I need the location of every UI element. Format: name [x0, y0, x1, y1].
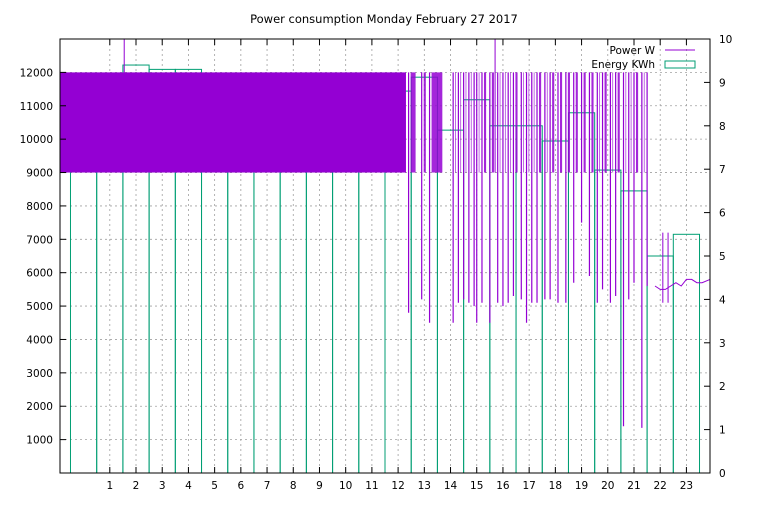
power-dense-segment [583, 72, 586, 173]
power-dense-segment [552, 72, 555, 173]
power-dense-segment [483, 72, 487, 173]
y2-tick-label: 6 [719, 208, 726, 220]
power-dense-segment [478, 72, 480, 173]
legend-label-energy: Energy KWh [591, 59, 655, 71]
x-tick-label: 13 [418, 480, 431, 492]
power-dense-segment [635, 72, 639, 173]
power-solid-band [60, 72, 406, 173]
y2-tick-label: 7 [719, 164, 726, 176]
energy-bar [436, 129, 465, 474]
power-dense-segment [423, 72, 426, 173]
x-tick-label: 9 [316, 480, 323, 492]
y2-tick-label: 0 [719, 468, 726, 480]
x-tick-label: 8 [290, 480, 297, 492]
x-tick-label: 19 [575, 480, 588, 492]
power-dense-segment [510, 72, 511, 173]
legend-label-power: Power W [610, 45, 656, 57]
y-tick-label: 9000 [26, 168, 53, 180]
y-tick-label: 6000 [26, 268, 53, 280]
power-dense-segment [625, 72, 627, 173]
y-tick-label: 11000 [20, 101, 53, 113]
x-tick-label: 5 [211, 480, 218, 492]
power-dense-segment [546, 72, 548, 173]
x-tick-label: 16 [496, 480, 510, 492]
axes: 1 2 3 4 5 6 7 8 9 10 11 12 13 14 15 16 17 18 19 20 21 22 23100… [20, 34, 733, 492]
y-tick-label: 3000 [26, 368, 53, 380]
power-dense-segment [617, 72, 620, 173]
x-tick-label: 12 [391, 480, 404, 492]
power-dense-segment [465, 72, 467, 173]
x-tick-label: 22 [654, 480, 667, 492]
y2-tick-label: 8 [719, 121, 726, 133]
y2-tick-label: 1 [719, 425, 726, 437]
x-tick-label: 23 [680, 480, 693, 492]
power-dense-segment [499, 72, 501, 173]
y2-tick-label: 2 [719, 381, 726, 393]
power-dense-segment [528, 72, 530, 173]
power-dense-segment [410, 72, 416, 173]
power-tail-line [654, 278, 711, 290]
power-dense-segment [431, 72, 443, 173]
power-dense-segment [533, 72, 535, 173]
y-tick-label: 7000 [26, 234, 53, 246]
x-tick-label: 2 [133, 480, 140, 492]
x-tick-label: 4 [185, 480, 192, 492]
x-tick-label: 17 [522, 480, 535, 492]
y-tick-label: 2000 [26, 401, 53, 413]
x-tick-label: 3 [159, 480, 166, 492]
power-dense-segment [630, 72, 632, 173]
legend: Power W Energy KWh [591, 45, 696, 71]
power-dense-segment [575, 72, 578, 173]
x-tick-label: 10 [339, 480, 352, 492]
power-dense-segment [567, 72, 570, 173]
power-dense-segment [470, 72, 472, 173]
y-tick-label: 1000 [26, 435, 53, 447]
x-tick-label: 7 [264, 480, 271, 492]
y2-tick-label: 5 [719, 251, 726, 263]
x-tick-label: 11 [365, 480, 378, 492]
power-dense-segment [539, 72, 542, 173]
y2-tick-label: 10 [719, 34, 732, 46]
x-tick-label: 14 [444, 480, 458, 492]
power-dense-segment [643, 72, 645, 173]
y-tick-label: 12000 [20, 67, 53, 79]
y2-tick-label: 3 [719, 338, 726, 350]
power-dense-segment [604, 72, 607, 173]
power-dense-segment [591, 72, 594, 173]
power-dense-segment [491, 72, 494, 173]
legend-swatch-energy [664, 60, 696, 69]
x-tick-label: 6 [238, 480, 245, 492]
y2-tick-label: 9 [719, 77, 726, 89]
power-dense-segment [504, 72, 506, 173]
chart-title: Power consumption Monday February 27 201… [250, 12, 518, 26]
power-dense-segment [460, 72, 462, 173]
power-dense-segment [559, 72, 563, 173]
x-tick-label: 1 [106, 480, 113, 492]
x-tick-label: 21 [627, 480, 640, 492]
y-tick-label: 8000 [26, 201, 53, 213]
y-tick-label: 5000 [26, 301, 53, 313]
power-dense-segment [599, 72, 600, 173]
x-tick-label: 15 [470, 480, 483, 492]
x-tick-label: 20 [601, 480, 614, 492]
power-dense-segment [455, 72, 456, 173]
y-tick-label: 10000 [20, 134, 53, 146]
power-line [60, 39, 711, 428]
power-dense-segment [515, 72, 518, 173]
power-dense-segment [523, 72, 524, 173]
y2-tick-label: 4 [719, 294, 726, 306]
y-tick-label: 4000 [26, 334, 53, 346]
power-dense-segment [612, 72, 614, 173]
x-tick-label: 18 [549, 480, 562, 492]
